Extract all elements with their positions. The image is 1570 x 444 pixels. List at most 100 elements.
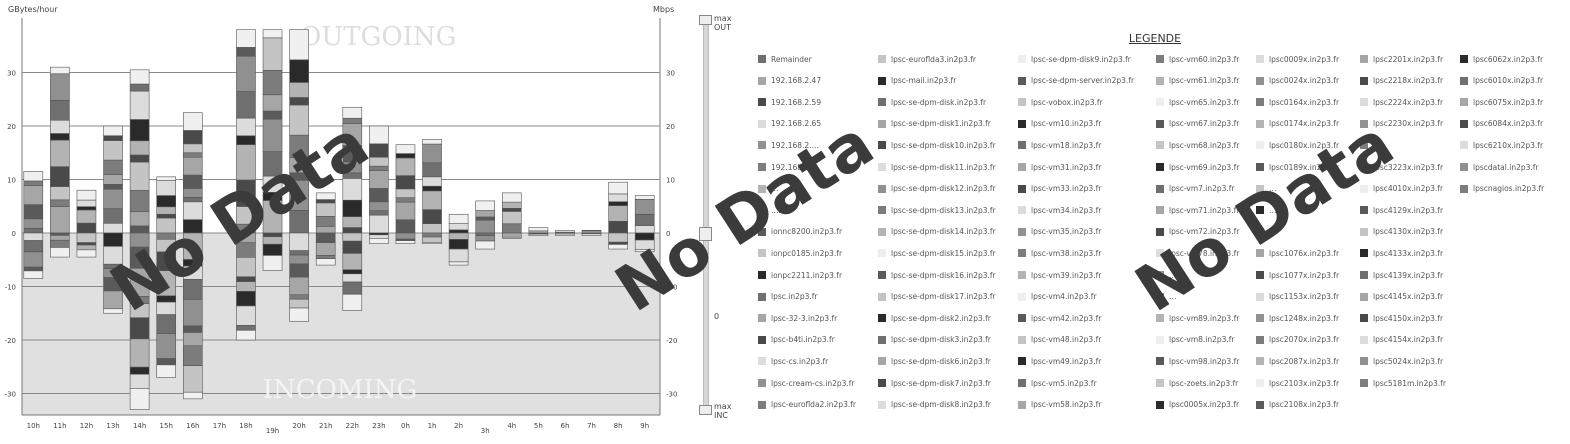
bar-outgoing-segment	[528, 230, 549, 234]
region-label-outgoing: OUTGOING	[300, 22, 456, 52]
bar-outgoing-segment	[342, 117, 363, 124]
legend-swatch	[758, 184, 766, 193]
bar-outgoing-segment	[448, 223, 469, 231]
bar-outgoing-segment	[608, 201, 628, 206]
legend-item: lpsc4129x.in2p3.fr	[1360, 203, 1443, 217]
bar-outgoing-segment	[182, 156, 203, 176]
bar-outgoing-segment	[315, 192, 336, 200]
bar-outgoing-segment	[23, 180, 44, 186]
legend-label: lpsc2070x.in2p3.fr	[1269, 335, 1340, 345]
legend-label: lpsc1153x.in2p3.fr	[1269, 292, 1340, 302]
bar-incoming-segment	[156, 232, 177, 240]
bar-incoming-segment	[23, 266, 44, 272]
bar-outgoing-segment	[422, 185, 442, 192]
legend-label: lpsc2087x.in2p3.fr	[1269, 356, 1340, 366]
legend-swatch	[1256, 249, 1264, 258]
legend-swatch	[758, 400, 766, 409]
legend-swatch	[758, 141, 766, 150]
legend-item: lpsc-vm10.in2p3.fr	[1018, 117, 1101, 131]
bar-incoming-segment	[129, 296, 150, 304]
bar-outgoing-segment	[342, 123, 363, 146]
x-tick-label: 7h	[587, 422, 596, 430]
legend-swatch	[1360, 119, 1368, 128]
legend-swatch	[878, 227, 886, 236]
legend-item: lpsc-vm39.in2p3.fr	[1018, 268, 1101, 282]
slider-handle-bottom[interactable]	[699, 405, 712, 415]
bar-outgoing-segment	[608, 205, 628, 222]
bar-incoming-segment	[448, 261, 469, 266]
legend-swatch	[1460, 55, 1468, 63]
incoming-region	[22, 233, 660, 415]
legend-item: lpsc-se-dpm-disk6.in2p3.fr	[878, 354, 991, 368]
bandwidth-slider[interactable]	[699, 15, 712, 415]
legend-swatch	[878, 119, 886, 128]
y-tick-label-left: 30	[7, 70, 16, 78]
legend-swatch	[1256, 206, 1264, 215]
bar-outgoing-segment	[262, 94, 283, 112]
legend-item: lpsc4154x.in2p3.fr	[1360, 333, 1443, 347]
legend-swatch	[878, 163, 886, 171]
bar-incoming-segment	[103, 232, 123, 247]
bar-outgoing-segment	[50, 199, 70, 207]
bar-incoming-segment	[129, 317, 150, 340]
legend-swatch	[1460, 184, 1468, 193]
legend-label: 192.168.2.…	[771, 162, 820, 172]
bar-outgoing-segment	[156, 176, 177, 181]
legend-label: lpsc-vm69.in2p3.fr	[1169, 162, 1240, 172]
bar-incoming-segment	[23, 240, 44, 253]
legend-label: lpsc4145x.in2p3.fr	[1373, 292, 1444, 302]
legend-label: 192.168.2.59	[771, 97, 822, 107]
bar-outgoing-segment	[182, 112, 203, 131]
x-tick-label: 8h	[614, 422, 623, 430]
legend-item: lpsc6075x.in2p3.fr	[1460, 95, 1543, 109]
legend-swatch	[1256, 357, 1264, 366]
bar-outgoing-segment	[315, 215, 336, 227]
bar-incoming-segment	[23, 232, 44, 241]
legend-item: lpsc-vm8.in2p3.fr	[1156, 333, 1235, 347]
legend-item: lpsc-vm65.in2p3.fr	[1156, 95, 1239, 109]
bar-incoming-segment	[342, 240, 363, 254]
bar-outgoing-segment	[369, 125, 389, 145]
legend-label: ionnc8200.in2p3.fr	[771, 227, 843, 237]
slider-handle-mid[interactable]	[699, 227, 712, 241]
legend-swatch	[878, 335, 886, 344]
bar-outgoing-segment	[129, 90, 150, 120]
x-tick-label: 22h	[346, 422, 359, 430]
bar-incoming-segment	[23, 270, 44, 279]
bar-incoming-segment	[129, 268, 150, 297]
bar-outgoing-segment	[289, 157, 309, 174]
legend-item: lpscnagios.in2p3.fr	[1460, 182, 1544, 196]
bar-outgoing-segment	[103, 135, 123, 141]
bar-incoming-segment	[289, 294, 309, 300]
bar-outgoing-segment	[156, 195, 177, 208]
x-tick-label: 9h	[640, 422, 649, 430]
bar-incoming-segment	[23, 251, 44, 268]
bar-outgoing-segment	[369, 156, 389, 167]
bar-outgoing-segment	[608, 220, 628, 234]
legend-item: lpsc-vm67.in2p3.fr	[1156, 117, 1239, 131]
legend-label: lpsc-se-dpm-disk6.in2p3.fr	[891, 356, 991, 366]
x-tick-label: 3h	[481, 427, 490, 435]
legend-item: lpsc-se-dpm-disk16.in2p3.fr	[878, 268, 996, 282]
bar-outgoing-segment	[76, 222, 97, 234]
bar-outgoing-segment	[289, 82, 309, 98]
legend-label: lpsc6084x.in2p3.fr	[1473, 119, 1544, 129]
legend-label: lpsc2224x.in2p3.fr	[1373, 97, 1444, 107]
legend-item: 192.168.2.65	[758, 117, 821, 131]
bar-incoming-segment	[289, 276, 309, 296]
legend-label: lpsc-se-dpm-disk7.in2p3.fr	[891, 378, 991, 388]
y-tick-label-left: 10	[7, 177, 16, 185]
slider-handle-top[interactable]	[699, 15, 712, 25]
bar-outgoing-segment	[129, 190, 150, 213]
y-tick-label-left: -30	[5, 391, 16, 399]
bar-outgoing-segment	[501, 192, 522, 203]
legend-label: lpsc1076x.in2p3.fr	[1269, 248, 1340, 258]
legend-item: lpsc-se-dpm-disk3.in2p3.fr	[878, 333, 991, 347]
bar-outgoing-segment	[182, 188, 203, 198]
legend-item: lpsc-vm60.in2p3.fr	[1156, 52, 1239, 66]
bar-outgoing-segment	[395, 188, 416, 198]
legend-item: lpsc-vm78.in2p3.fr	[1156, 246, 1239, 260]
legend-label: lpsc3223x.in2p3.fr	[1373, 162, 1444, 172]
bar-outgoing-segment	[262, 37, 283, 71]
bar-outgoing-segment	[475, 200, 496, 211]
